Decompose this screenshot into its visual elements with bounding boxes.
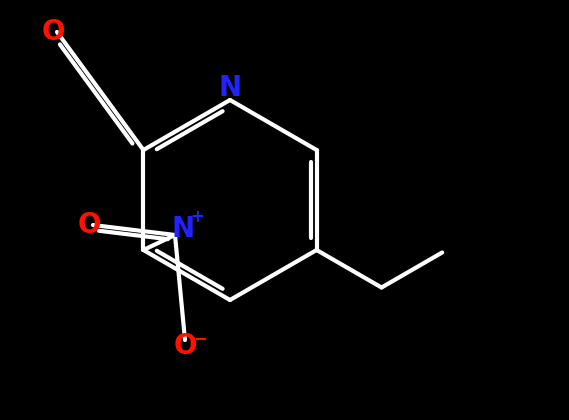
Text: N: N xyxy=(218,74,242,102)
Text: −: − xyxy=(193,329,207,347)
Text: N: N xyxy=(171,215,195,243)
Text: +: + xyxy=(190,208,204,226)
Text: O: O xyxy=(41,18,65,46)
Text: O: O xyxy=(77,211,101,239)
Text: O: O xyxy=(173,332,197,360)
